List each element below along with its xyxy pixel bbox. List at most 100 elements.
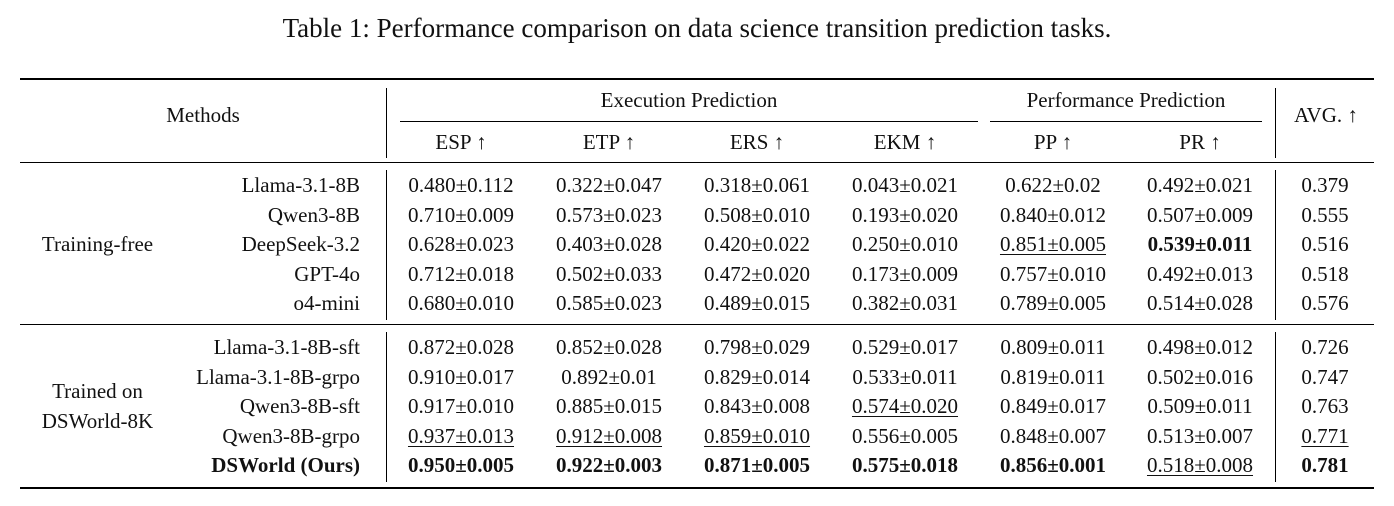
table-cell: 0.840±0.012 bbox=[980, 200, 1126, 230]
avg-value: 0.726 bbox=[1301, 335, 1349, 359]
metric-value: 0.848±0.007 bbox=[999, 423, 1107, 448]
method-name: DeepSeek-3.2 bbox=[241, 232, 360, 257]
metric-value: 0.840±0.012 bbox=[999, 202, 1107, 227]
metric-value: 0.529±0.017 bbox=[851, 335, 959, 359]
metric-value: 0.574±0.020 bbox=[851, 394, 959, 419]
methods-divider-body-2 bbox=[386, 332, 387, 482]
table-cell: 0.518±0.008 bbox=[1127, 450, 1273, 480]
avg-divider-body bbox=[1275, 170, 1276, 320]
table-cell: 0.173±0.009 bbox=[832, 259, 978, 289]
table-cell: 0.848±0.007 bbox=[980, 421, 1126, 451]
method-name: Qwen3-8B-grpo bbox=[222, 423, 360, 448]
header-methods: Methods bbox=[166, 103, 240, 127]
metric-value: 0.910±0.017 bbox=[407, 364, 515, 389]
table-cell: 0.856±0.001 bbox=[980, 450, 1126, 480]
avg-divider-body-2 bbox=[1275, 332, 1276, 482]
avg-value: 0.781 bbox=[1301, 453, 1349, 478]
table-cell: 0.509±0.011 bbox=[1127, 391, 1273, 421]
group-label-line: Training-free bbox=[41, 232, 154, 256]
avg-value: 0.576 bbox=[1301, 291, 1349, 316]
methods-divider-header bbox=[386, 88, 387, 158]
header-execution-prediction: Execution Prediction bbox=[600, 88, 778, 112]
avg-cell: 0.763 bbox=[1277, 391, 1373, 421]
metric-value: 0.819±0.011 bbox=[1000, 364, 1106, 389]
metric-value: 0.829±0.014 bbox=[703, 364, 811, 389]
metric-value: 0.585±0.023 bbox=[555, 291, 663, 316]
metric-value: 0.533±0.011 bbox=[852, 364, 958, 389]
metric-value: 0.710±0.009 bbox=[407, 202, 515, 227]
metric-value: 0.507±0.009 bbox=[1146, 202, 1254, 227]
avg-cell: 0.576 bbox=[1277, 288, 1373, 318]
metric-value: 0.872±0.028 bbox=[407, 335, 515, 359]
table-cell: 0.502±0.016 bbox=[1127, 362, 1273, 392]
avg-divider-header bbox=[1275, 88, 1276, 158]
metric-value: 0.420±0.022 bbox=[703, 232, 811, 257]
metric-value: 0.885±0.015 bbox=[555, 394, 663, 419]
metric-value: 0.856±0.001 bbox=[999, 453, 1107, 478]
metric-value: 0.509±0.011 bbox=[1147, 394, 1253, 419]
metric-value: 0.489±0.015 bbox=[703, 291, 811, 316]
table-cell: 0.712±0.018 bbox=[388, 259, 534, 289]
avg-value: 0.747 bbox=[1301, 364, 1349, 389]
metric-value: 0.502±0.016 bbox=[1146, 364, 1254, 389]
group-label: Training-free bbox=[20, 229, 175, 259]
avg-value: 0.518 bbox=[1301, 261, 1349, 286]
metric-value: 0.892±0.01 bbox=[561, 364, 657, 389]
table-cell: 0.937±0.013 bbox=[388, 421, 534, 451]
metric-value: 0.472±0.020 bbox=[703, 261, 811, 286]
table-cell: 0.573±0.023 bbox=[536, 200, 682, 230]
method-name: GPT-4o bbox=[294, 261, 360, 286]
metric-value: 0.922±0.003 bbox=[555, 453, 663, 478]
avg-cell: 0.771 bbox=[1277, 421, 1373, 451]
table-cell: 0.539±0.011 bbox=[1127, 229, 1273, 259]
execution-group-underline bbox=[400, 121, 978, 122]
metric-value: 0.518±0.008 bbox=[1146, 453, 1254, 478]
avg-cell: 0.518 bbox=[1277, 259, 1373, 289]
avg-value: 0.555 bbox=[1301, 202, 1349, 227]
table-cell: 0.480±0.112 bbox=[388, 170, 534, 200]
column-header: ESP ↑ bbox=[435, 130, 487, 154]
group-label-line: Trained on bbox=[52, 379, 143, 403]
metric-value: 0.573±0.023 bbox=[555, 202, 663, 227]
metric-value: 0.193±0.020 bbox=[851, 202, 959, 227]
metric-value: 0.789±0.005 bbox=[999, 291, 1107, 316]
table-cell: 0.910±0.017 bbox=[388, 362, 534, 392]
method-name: Qwen3-8B-sft bbox=[239, 394, 360, 419]
table-caption: Table 1: Performance comparison on data … bbox=[282, 13, 1112, 43]
header-avg: AVG. ↑ bbox=[1294, 103, 1358, 127]
performance-group-underline bbox=[990, 121, 1262, 122]
table-cell: 0.492±0.021 bbox=[1127, 170, 1273, 200]
metric-value: 0.492±0.021 bbox=[1146, 173, 1254, 197]
table-cell: 0.912±0.008 bbox=[536, 421, 682, 451]
table-cell: 0.843±0.008 bbox=[684, 391, 830, 421]
table-cell: 0.502±0.033 bbox=[536, 259, 682, 289]
table-cell: 0.622±0.02 bbox=[980, 170, 1126, 200]
metric-value: 0.382±0.031 bbox=[851, 291, 959, 316]
avg-value: 0.763 bbox=[1301, 394, 1349, 419]
table-cell: 0.917±0.010 bbox=[388, 391, 534, 421]
metric-value: 0.757±0.010 bbox=[999, 261, 1107, 286]
metric-value: 0.480±0.112 bbox=[408, 173, 514, 197]
column-header: EKM ↑ bbox=[873, 130, 937, 154]
metric-value: 0.798±0.029 bbox=[703, 335, 811, 359]
table-cell: 0.556±0.005 bbox=[832, 421, 978, 451]
table-cell: 0.508±0.010 bbox=[684, 200, 830, 230]
table-cell: 0.872±0.028 bbox=[388, 332, 534, 362]
header-bottom-rule bbox=[20, 162, 1374, 163]
table-cell: 0.382±0.031 bbox=[832, 288, 978, 318]
table-cell: 0.892±0.01 bbox=[536, 362, 682, 392]
bottom-rule bbox=[20, 487, 1374, 489]
method-name: Qwen3-8B bbox=[267, 202, 360, 227]
method-name: DSWorld (Ours) bbox=[211, 453, 360, 478]
column-header: ETP ↑ bbox=[582, 130, 636, 154]
metric-value: 0.556±0.005 bbox=[851, 423, 959, 448]
table-cell: 0.851±0.005 bbox=[980, 229, 1126, 259]
top-rule bbox=[20, 78, 1374, 80]
table-cell: 0.859±0.010 bbox=[684, 421, 830, 451]
table-cell: 0.852±0.028 bbox=[536, 332, 682, 362]
table-cell: 0.043±0.021 bbox=[832, 170, 978, 200]
metric-value: 0.575±0.018 bbox=[851, 453, 959, 478]
metric-value: 0.680±0.010 bbox=[407, 291, 515, 316]
metric-value: 0.502±0.033 bbox=[555, 261, 663, 286]
table-cell: 0.318±0.061 bbox=[684, 170, 830, 200]
